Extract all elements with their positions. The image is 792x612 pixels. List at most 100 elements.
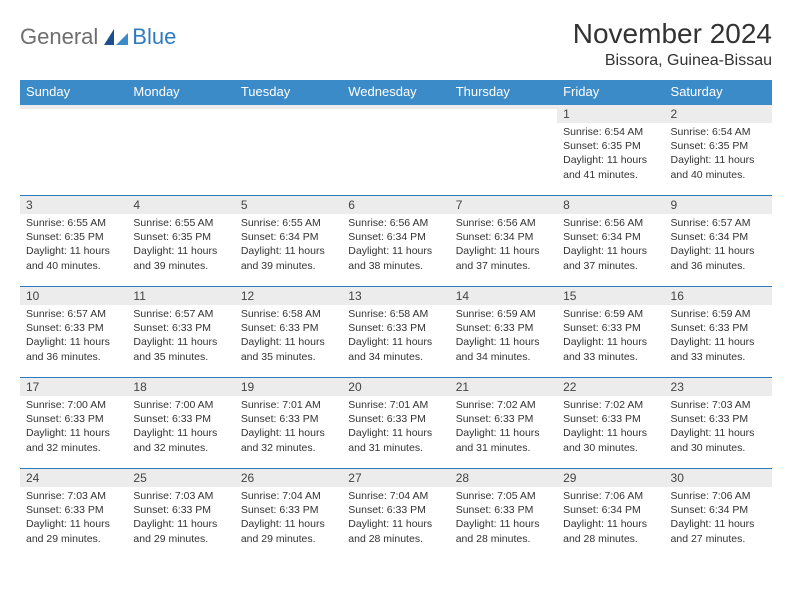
day-body: Sunrise: 7:00 AMSunset: 6:33 PMDaylight:… [127, 396, 234, 459]
day-body: Sunrise: 7:04 AMSunset: 6:33 PMDaylight:… [342, 487, 449, 550]
header: General Blue November 2024 Bissora, Guin… [20, 18, 772, 70]
day-number: 27 [342, 469, 449, 487]
day-body: Sunrise: 6:59 AMSunset: 6:33 PMDaylight:… [665, 305, 772, 368]
daylight-text: Daylight: 11 hours and 37 minutes. [563, 244, 658, 272]
day-number: 3 [20, 196, 127, 214]
day-body: Sunrise: 7:02 AMSunset: 6:33 PMDaylight:… [557, 396, 664, 459]
day-body: Sunrise: 6:56 AMSunset: 6:34 PMDaylight:… [557, 214, 664, 277]
sunrise-text: Sunrise: 7:00 AM [133, 398, 228, 412]
day-number: 22 [557, 378, 664, 396]
week-row: 24Sunrise: 7:03 AMSunset: 6:33 PMDayligh… [20, 469, 772, 560]
sunrise-text: Sunrise: 6:58 AM [348, 307, 443, 321]
sunrise-text: Sunrise: 7:04 AM [241, 489, 336, 503]
day-cell: 11Sunrise: 6:57 AMSunset: 6:33 PMDayligh… [127, 287, 234, 378]
sunrise-text: Sunrise: 7:02 AM [563, 398, 658, 412]
daylight-text: Daylight: 11 hours and 28 minutes. [563, 517, 658, 545]
day-cell: 28Sunrise: 7:05 AMSunset: 6:33 PMDayligh… [450, 469, 557, 560]
calendar-body: 1Sunrise: 6:54 AMSunset: 6:35 PMDaylight… [20, 104, 772, 559]
daylight-text: Daylight: 11 hours and 35 minutes. [241, 335, 336, 363]
day-body: Sunrise: 7:03 AMSunset: 6:33 PMDaylight:… [665, 396, 772, 459]
daylight-text: Daylight: 11 hours and 30 minutes. [671, 426, 766, 454]
day-number: 7 [450, 196, 557, 214]
day-cell: 15Sunrise: 6:59 AMSunset: 6:33 PMDayligh… [557, 287, 664, 378]
daylight-text: Daylight: 11 hours and 34 minutes. [456, 335, 551, 363]
sunset-text: Sunset: 6:34 PM [241, 230, 336, 244]
day-body: Sunrise: 6:58 AMSunset: 6:33 PMDaylight:… [342, 305, 449, 368]
daylight-text: Daylight: 11 hours and 30 minutes. [563, 426, 658, 454]
day-number: 18 [127, 378, 234, 396]
sunset-text: Sunset: 6:34 PM [348, 230, 443, 244]
day-number: 12 [235, 287, 342, 305]
daylight-text: Daylight: 11 hours and 35 minutes. [133, 335, 228, 363]
day-body: Sunrise: 6:59 AMSunset: 6:33 PMDaylight:… [450, 305, 557, 368]
day-header: Friday [557, 80, 664, 104]
day-number: 13 [342, 287, 449, 305]
day-cell: 13Sunrise: 6:58 AMSunset: 6:33 PMDayligh… [342, 287, 449, 378]
day-header: Thursday [450, 80, 557, 104]
title-block: November 2024 Bissora, Guinea-Bissau [573, 18, 772, 70]
sunset-text: Sunset: 6:33 PM [241, 503, 336, 517]
sunset-text: Sunset: 6:33 PM [26, 321, 121, 335]
day-body: Sunrise: 7:01 AMSunset: 6:33 PMDaylight:… [342, 396, 449, 459]
week-row: 17Sunrise: 7:00 AMSunset: 6:33 PMDayligh… [20, 378, 772, 469]
sunrise-text: Sunrise: 6:59 AM [671, 307, 766, 321]
page: General Blue November 2024 Bissora, Guin… [0, 0, 792, 569]
sunrise-text: Sunrise: 7:01 AM [348, 398, 443, 412]
daylight-text: Daylight: 11 hours and 37 minutes. [456, 244, 551, 272]
day-cell: 14Sunrise: 6:59 AMSunset: 6:33 PMDayligh… [450, 287, 557, 378]
day-body [127, 109, 234, 115]
sunset-text: Sunset: 6:34 PM [456, 230, 551, 244]
day-body: Sunrise: 6:54 AMSunset: 6:35 PMDaylight:… [665, 123, 772, 186]
location: Bissora, Guinea-Bissau [573, 52, 772, 70]
day-cell: 23Sunrise: 7:03 AMSunset: 6:33 PMDayligh… [665, 378, 772, 469]
sunrise-text: Sunrise: 6:55 AM [133, 216, 228, 230]
sunset-text: Sunset: 6:33 PM [348, 412, 443, 426]
day-header: Sunday [20, 80, 127, 104]
day-cell: 2Sunrise: 6:54 AMSunset: 6:35 PMDaylight… [665, 104, 772, 196]
day-cell: 8Sunrise: 6:56 AMSunset: 6:34 PMDaylight… [557, 196, 664, 287]
day-body: Sunrise: 7:03 AMSunset: 6:33 PMDaylight:… [127, 487, 234, 550]
day-number: 28 [450, 469, 557, 487]
daylight-text: Daylight: 11 hours and 38 minutes. [348, 244, 443, 272]
sunset-text: Sunset: 6:33 PM [456, 321, 551, 335]
sunset-text: Sunset: 6:33 PM [456, 412, 551, 426]
day-number: 20 [342, 378, 449, 396]
day-number: 30 [665, 469, 772, 487]
sunset-text: Sunset: 6:33 PM [348, 321, 443, 335]
sunset-text: Sunset: 6:33 PM [563, 321, 658, 335]
day-cell: 16Sunrise: 6:59 AMSunset: 6:33 PMDayligh… [665, 287, 772, 378]
sunrise-text: Sunrise: 7:05 AM [456, 489, 551, 503]
day-cell: 12Sunrise: 6:58 AMSunset: 6:33 PMDayligh… [235, 287, 342, 378]
sunrise-text: Sunrise: 6:56 AM [563, 216, 658, 230]
day-body: Sunrise: 6:58 AMSunset: 6:33 PMDaylight:… [235, 305, 342, 368]
sunrise-text: Sunrise: 6:57 AM [26, 307, 121, 321]
sunrise-text: Sunrise: 6:59 AM [563, 307, 658, 321]
sunset-text: Sunset: 6:35 PM [671, 139, 766, 153]
day-header: Saturday [665, 80, 772, 104]
day-body [342, 109, 449, 115]
daylight-text: Daylight: 11 hours and 40 minutes. [671, 153, 766, 181]
day-number: 9 [665, 196, 772, 214]
daylight-text: Daylight: 11 hours and 39 minutes. [133, 244, 228, 272]
week-row: 1Sunrise: 6:54 AMSunset: 6:35 PMDaylight… [20, 104, 772, 196]
sunrise-text: Sunrise: 7:02 AM [456, 398, 551, 412]
day-number: 26 [235, 469, 342, 487]
day-number: 24 [20, 469, 127, 487]
day-header: Monday [127, 80, 234, 104]
day-number: 2 [665, 105, 772, 123]
day-body: Sunrise: 7:03 AMSunset: 6:33 PMDaylight:… [20, 487, 127, 550]
day-body: Sunrise: 6:54 AMSunset: 6:35 PMDaylight:… [557, 123, 664, 186]
sunset-text: Sunset: 6:33 PM [133, 321, 228, 335]
day-body: Sunrise: 6:56 AMSunset: 6:34 PMDaylight:… [342, 214, 449, 277]
day-number: 6 [342, 196, 449, 214]
day-cell: 4Sunrise: 6:55 AMSunset: 6:35 PMDaylight… [127, 196, 234, 287]
day-body: Sunrise: 7:06 AMSunset: 6:34 PMDaylight:… [557, 487, 664, 550]
day-body: Sunrise: 7:02 AMSunset: 6:33 PMDaylight:… [450, 396, 557, 459]
day-number: 23 [665, 378, 772, 396]
sunrise-text: Sunrise: 6:56 AM [348, 216, 443, 230]
day-body: Sunrise: 6:57 AMSunset: 6:34 PMDaylight:… [665, 214, 772, 277]
sunset-text: Sunset: 6:35 PM [133, 230, 228, 244]
day-number: 15 [557, 287, 664, 305]
daylight-text: Daylight: 11 hours and 40 minutes. [26, 244, 121, 272]
day-number: 8 [557, 196, 664, 214]
